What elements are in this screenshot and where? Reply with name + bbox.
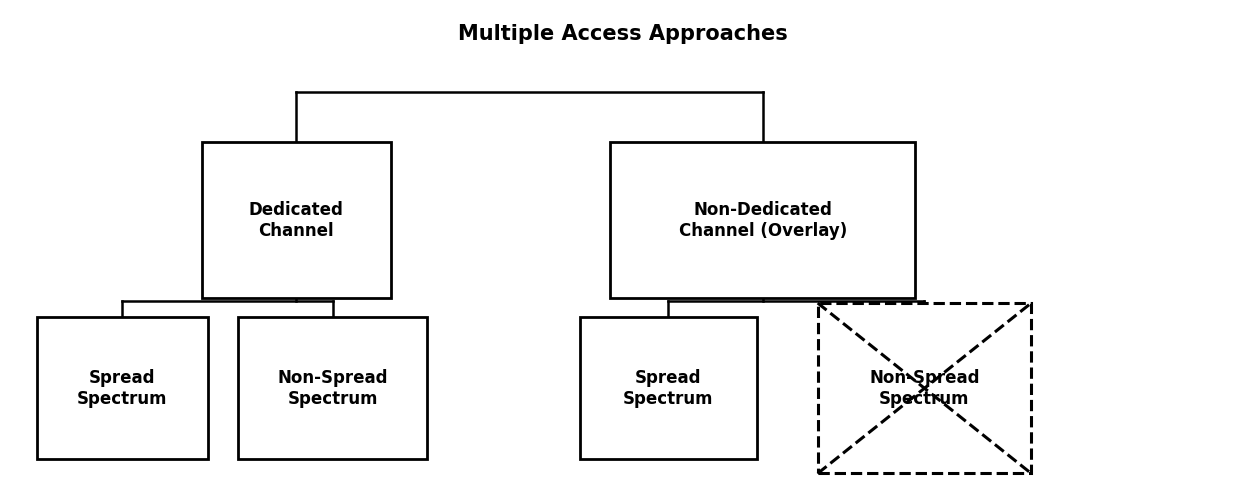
- FancyBboxPatch shape: [238, 317, 427, 459]
- Text: Spread
Spectrum: Spread Spectrum: [622, 369, 713, 408]
- FancyBboxPatch shape: [580, 317, 757, 459]
- FancyBboxPatch shape: [818, 303, 1031, 473]
- Text: Spread
Spectrum: Spread Spectrum: [77, 369, 168, 408]
- Text: Dedicated
Channel: Dedicated Channel: [249, 201, 344, 240]
- Text: Non-Spread
Spectrum: Non-Spread Spectrum: [869, 369, 980, 408]
- FancyBboxPatch shape: [610, 142, 915, 298]
- Text: Multiple Access Approaches: Multiple Access Approaches: [458, 24, 787, 44]
- Text: Non-Dedicated
Channel (Overlay): Non-Dedicated Channel (Overlay): [679, 201, 847, 240]
- Text: Non-Spread
Spectrum: Non-Spread Spectrum: [278, 369, 388, 408]
- FancyBboxPatch shape: [202, 142, 391, 298]
- FancyBboxPatch shape: [37, 317, 208, 459]
